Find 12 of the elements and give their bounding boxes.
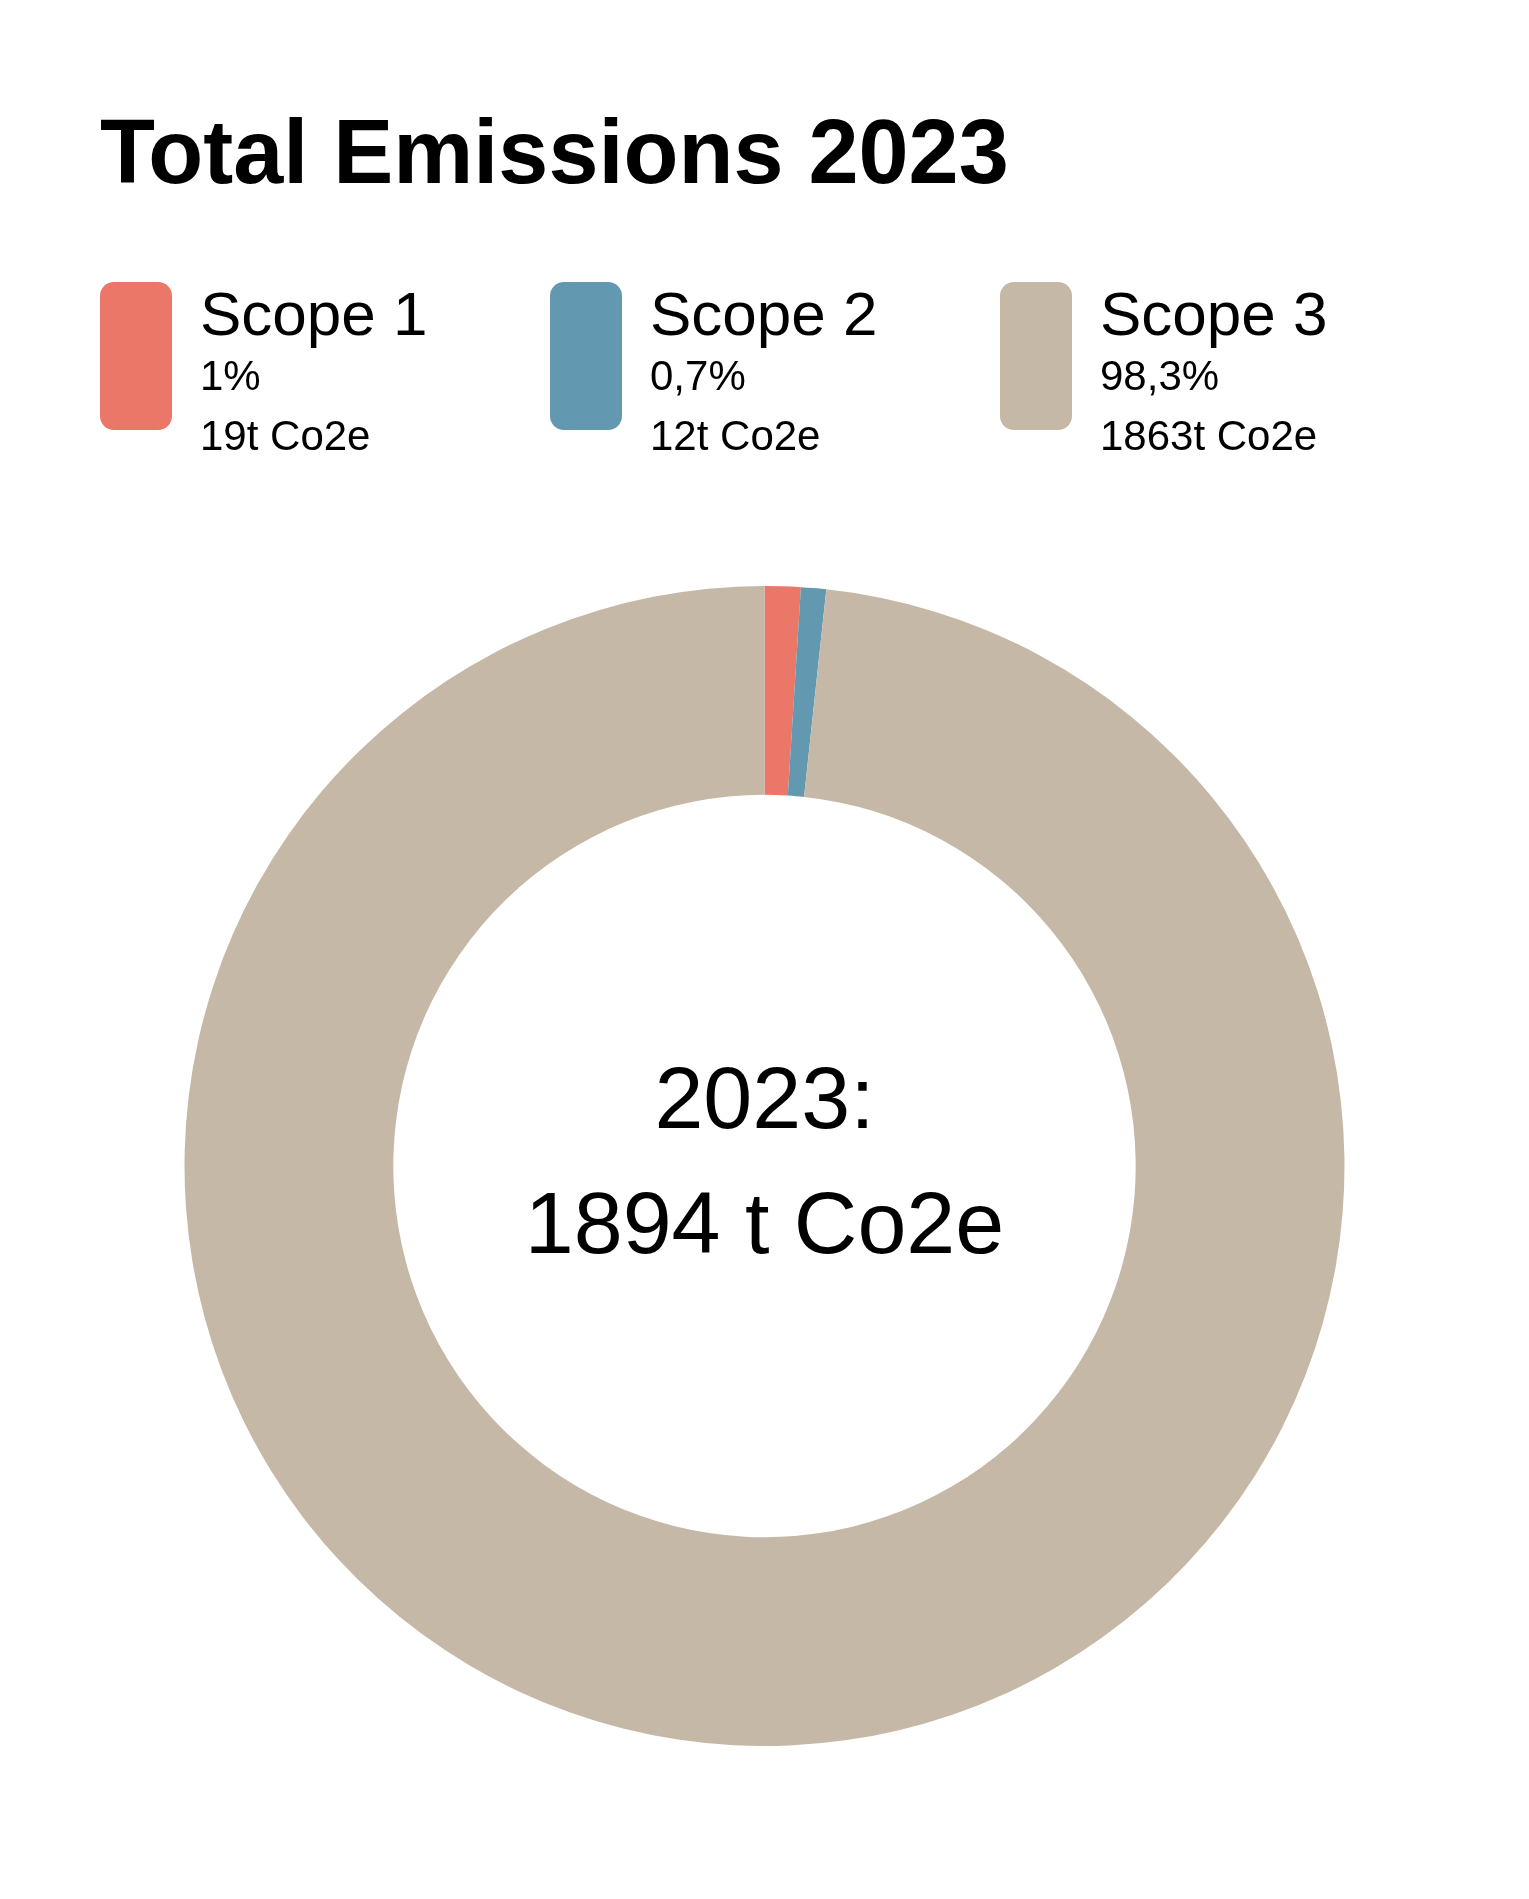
data-label: 0,7% <box>650 352 746 399</box>
legend-label: Scope 3 <box>1100 279 1328 348</box>
text: 1863t Co2e <box>1100 412 1318 459</box>
chart-title: Total Emissions 2023 <box>100 102 1010 202</box>
legend-label: Scope 2 <box>650 279 878 348</box>
text: 1894 t Co2e <box>524 1172 1005 1272</box>
text: 2023: <box>654 1047 875 1147</box>
data-label: 1% <box>200 352 261 399</box>
legend-label: Scope 1 <box>200 279 428 348</box>
text: 12t Co2e <box>650 412 821 459</box>
data-label: 98,3% <box>1100 352 1220 399</box>
text: 19t Co2e <box>200 412 371 459</box>
